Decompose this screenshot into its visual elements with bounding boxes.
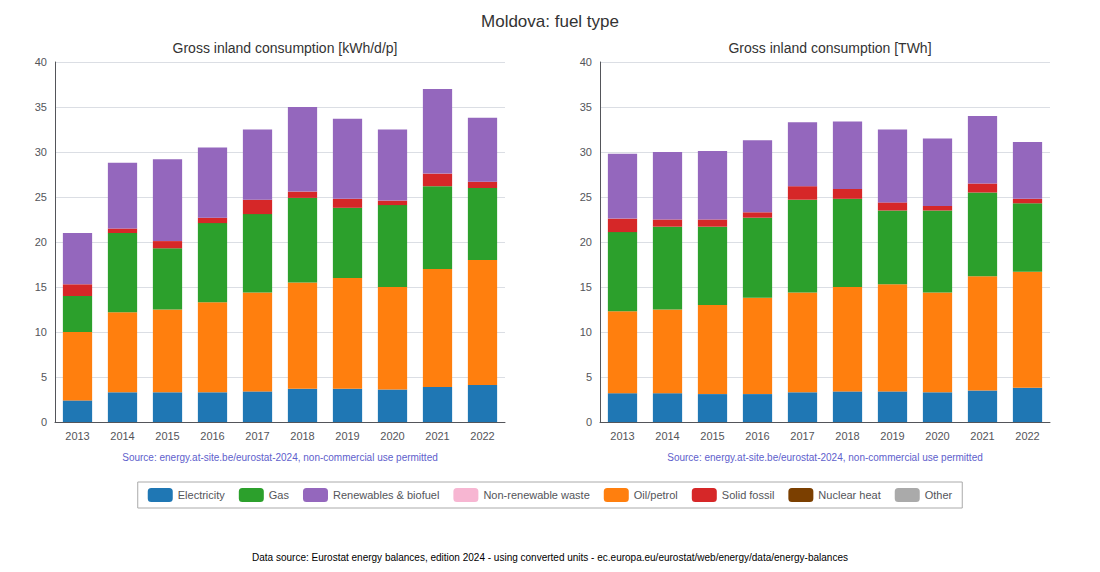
svg-text:2021: 2021 xyxy=(425,430,449,442)
svg-text:Gross inland consumption [kWh/: Gross inland consumption [kWh/d/p] xyxy=(173,40,398,56)
svg-text:2022: 2022 xyxy=(470,430,494,442)
svg-text:Electricity: Electricity xyxy=(178,489,226,501)
svg-text:2014: 2014 xyxy=(110,430,134,442)
svg-text:2017: 2017 xyxy=(790,430,814,442)
svg-text:2022: 2022 xyxy=(1015,430,1039,442)
svg-text:Nuclear heat: Nuclear heat xyxy=(818,489,880,501)
svg-text:5: 5 xyxy=(41,371,47,383)
svg-text:Source: energy.at-site.be/euro: Source: energy.at-site.be/eurostat-2024,… xyxy=(667,452,983,463)
svg-text:2015: 2015 xyxy=(155,430,179,442)
svg-text:5: 5 xyxy=(586,371,592,383)
svg-text:30: 30 xyxy=(35,146,47,158)
svg-text:Solid fossil: Solid fossil xyxy=(722,489,775,501)
svg-text:Gross inland consumption [TWh]: Gross inland consumption [TWh] xyxy=(728,40,931,56)
svg-text:2014: 2014 xyxy=(655,430,679,442)
svg-text:40: 40 xyxy=(35,56,47,68)
svg-text:2013: 2013 xyxy=(610,430,634,442)
svg-text:40: 40 xyxy=(580,56,592,68)
svg-text:Non-renewable waste: Non-renewable waste xyxy=(483,489,589,501)
svg-text:Source: energy.at-site.be/euro: Source: energy.at-site.be/eurostat-2024,… xyxy=(122,452,438,463)
svg-text:2020: 2020 xyxy=(925,430,949,442)
svg-text:Renewables & biofuel: Renewables & biofuel xyxy=(333,489,439,501)
svg-text:Moldova: fuel type: Moldova: fuel type xyxy=(481,12,619,31)
svg-text:25: 25 xyxy=(580,191,592,203)
svg-text:35: 35 xyxy=(580,101,592,113)
svg-text:2016: 2016 xyxy=(200,430,224,442)
svg-text:10: 10 xyxy=(35,326,47,338)
svg-text:Data source: Eurostat energy b: Data source: Eurostat energy balances, e… xyxy=(252,552,848,563)
svg-text:Gas: Gas xyxy=(269,489,290,501)
svg-text:Oil/petrol: Oil/petrol xyxy=(634,489,678,501)
svg-text:20: 20 xyxy=(580,236,592,248)
svg-text:2018: 2018 xyxy=(835,430,859,442)
svg-text:15: 15 xyxy=(580,281,592,293)
svg-text:2016: 2016 xyxy=(745,430,769,442)
svg-text:2019: 2019 xyxy=(335,430,359,442)
svg-text:2015: 2015 xyxy=(700,430,724,442)
svg-text:25: 25 xyxy=(35,191,47,203)
svg-text:35: 35 xyxy=(35,101,47,113)
svg-text:10: 10 xyxy=(580,326,592,338)
svg-text:0: 0 xyxy=(41,416,47,428)
svg-text:2013: 2013 xyxy=(65,430,89,442)
svg-text:30: 30 xyxy=(580,146,592,158)
svg-text:Other: Other xyxy=(925,489,953,501)
svg-text:2021: 2021 xyxy=(970,430,994,442)
svg-text:2018: 2018 xyxy=(290,430,314,442)
svg-text:15: 15 xyxy=(35,281,47,293)
svg-text:20: 20 xyxy=(35,236,47,248)
svg-text:2019: 2019 xyxy=(880,430,904,442)
svg-text:2017: 2017 xyxy=(245,430,269,442)
svg-text:0: 0 xyxy=(586,416,592,428)
svg-text:2020: 2020 xyxy=(380,430,404,442)
